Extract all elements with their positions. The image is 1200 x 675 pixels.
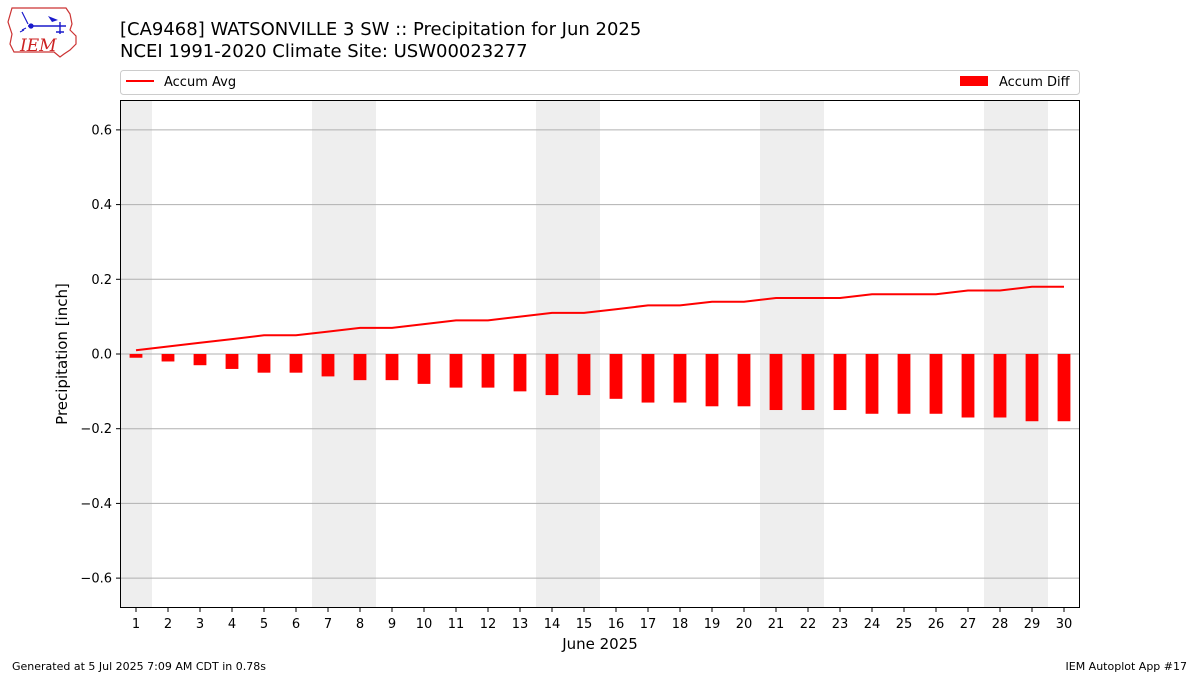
footer-generated: Generated at 5 Jul 2025 7:09 AM CDT in 0… [12, 660, 266, 673]
diff-bar-day-6 [289, 354, 303, 373]
y-axis-label: Precipitation [inch] [53, 283, 71, 425]
diff-bar-day-16 [609, 354, 623, 399]
diff-bar-day-5 [257, 354, 271, 373]
legend-frame [120, 70, 1080, 95]
diff-bar-day-3 [193, 354, 207, 366]
plot-frame [120, 100, 1080, 608]
diff-bar-day-26 [929, 354, 943, 414]
x-tick-label-13: 13 [512, 617, 529, 632]
x-tick-label-24: 24 [864, 617, 881, 632]
x-axis-ticks: 1 2 3 4 5 6 7 8 9 10 11 12 13 14 15 16 17 18 19 20 21 22 23 24 2… [132, 608, 1072, 632]
accum-avg-polyline [135, 285, 1064, 352]
diff-bar-day-25 [897, 354, 911, 414]
y-tick-label-5: 0.4 [91, 198, 112, 213]
x-tick-label-16: 16 [608, 617, 625, 632]
x-tick-label-26: 26 [928, 617, 945, 632]
x-tick-label-8: 8 [356, 617, 364, 632]
diff-bar-day-1 [129, 354, 143, 358]
diff-bar-day-20 [737, 354, 751, 407]
x-tick-label-10: 10 [416, 617, 433, 632]
x-tick-label-14: 14 [544, 617, 561, 632]
x-tick-label-29: 29 [1024, 617, 1041, 632]
iem-logo: IEM [7, 7, 77, 58]
y-tick-label-2: −0.2 [80, 422, 112, 437]
x-tick-label-3: 3 [196, 617, 204, 632]
x-tick-label-12: 12 [480, 617, 497, 632]
diff-bar-day-24 [865, 354, 879, 414]
chart-title-line-1: [CA9468] WATSONVILLE 3 SW :: Precipitati… [120, 19, 641, 40]
x-tick-label-19: 19 [704, 617, 721, 632]
diff-bar-day-10 [417, 354, 431, 384]
diff-bar-day-11 [449, 354, 463, 388]
diff-bar-day-15 [577, 354, 591, 396]
legend-label-accum-avg: Accum Avg [164, 75, 236, 90]
x-tick-label-4: 4 [228, 617, 236, 632]
diff-bar-day-18 [673, 354, 687, 403]
diff-bar-day-12 [481, 354, 495, 388]
x-tick-label-7: 7 [324, 617, 332, 632]
x-tick-label-25: 25 [896, 617, 913, 632]
y-tick-label-6: 0.6 [91, 123, 112, 138]
diff-bar-day-23 [833, 354, 847, 411]
x-tick-label-28: 28 [992, 617, 1009, 632]
diff-bar-day-13 [513, 354, 527, 392]
y-tick-label-4: 0.2 [91, 273, 112, 288]
x-tick-label-15: 15 [576, 617, 593, 632]
legend-swatch-accum-diff [960, 76, 988, 86]
accum-avg-line [135, 285, 1064, 352]
x-tick-label-23: 23 [832, 617, 849, 632]
x-tick-label-6: 6 [292, 617, 300, 632]
diff-bar-day-4 [225, 354, 239, 369]
x-tick-label-1: 1 [132, 617, 140, 632]
diff-bar-day-22 [801, 354, 815, 411]
logo-text: IEM [19, 36, 57, 56]
diff-bar-day-17 [641, 354, 655, 403]
diff-bar-day-14 [545, 354, 559, 396]
y-axis-ticks: −0.6 −0.4 −0.2 0.0 0.2 0.4 0.6 [80, 123, 120, 587]
x-tick-label-9: 9 [388, 617, 396, 632]
diff-bar-day-28 [993, 354, 1007, 418]
diff-bar-day-7 [321, 354, 335, 377]
y-tick-label-0: −0.6 [80, 572, 112, 587]
x-tick-label-18: 18 [672, 617, 689, 632]
x-tick-label-17: 17 [640, 617, 657, 632]
x-tick-label-20: 20 [736, 617, 753, 632]
x-tick-label-11: 11 [448, 617, 465, 632]
y-tick-label-3: 0.0 [91, 348, 112, 363]
x-tick-label-21: 21 [768, 617, 785, 632]
x-tick-label-30: 30 [1056, 617, 1073, 632]
legend-label-accum-diff: Accum Diff [999, 75, 1071, 90]
diff-bar-day-21 [769, 354, 783, 411]
diff-bar-day-2 [161, 354, 175, 362]
diff-bar-day-19 [705, 354, 719, 407]
y-gridlines [120, 129, 1080, 579]
footer-app: IEM Autoplot App #17 [1066, 660, 1188, 673]
x-tick-label-22: 22 [800, 617, 817, 632]
chart-title-line-2: NCEI 1991-2020 Climate Site: USW00023277 [120, 41, 528, 62]
accum-diff-bars [129, 354, 1071, 422]
x-tick-label-27: 27 [960, 617, 977, 632]
diff-bar-day-8 [353, 354, 367, 381]
diff-bar-day-27 [961, 354, 975, 418]
diff-bar-day-29 [1025, 354, 1039, 422]
x-tick-label-5: 5 [260, 617, 268, 632]
x-axis-label: June 2025 [561, 635, 638, 653]
y-tick-label-1: −0.4 [80, 497, 112, 512]
diff-bar-day-30 [1057, 354, 1071, 422]
x-tick-label-2: 2 [164, 617, 172, 632]
diff-bar-day-9 [385, 354, 399, 381]
legend: Accum Avg Accum Diff [120, 70, 1080, 95]
